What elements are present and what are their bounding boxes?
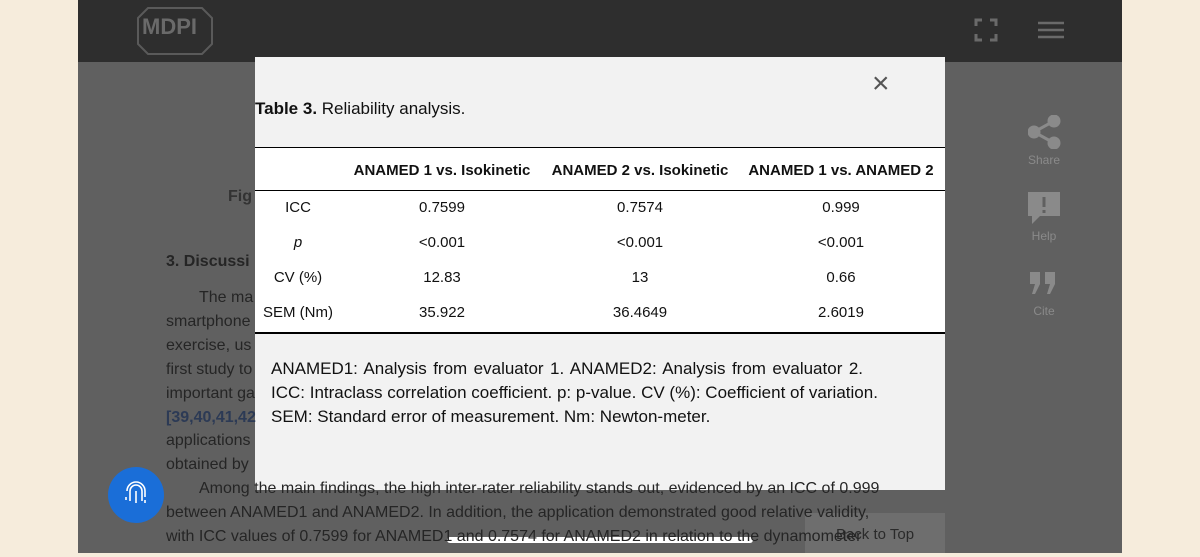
table-cell: 0.66 <box>826 269 856 286</box>
table-cell: <0.001 <box>418 234 466 251</box>
column-header: ANAMED 1 vs. Isokinetic <box>353 162 531 179</box>
caption-text: Reliability analysis. <box>321 99 466 118</box>
article-line: [39,40,41,42 <box>166 409 256 426</box>
fingerprint-glyph <box>125 481 146 503</box>
logo[interactable]: MDPI <box>142 14 197 39</box>
table-cell: 2.6019 <box>818 304 864 321</box>
article-line: first study to <box>166 361 253 378</box>
row-label: p <box>293 234 303 251</box>
table: ANAMED 1 vs. Isokinetic ANAMED 2 vs. Isok… <box>255 147 945 334</box>
article-line: with ICC values of 0.7599 for ANAMED1 an… <box>166 528 862 545</box>
table-cell: 0.7574 <box>617 199 663 216</box>
menu-icon[interactable] <box>1038 20 1064 40</box>
logo-outline <box>137 7 213 55</box>
header-bar: MDPI <box>78 0 1122 62</box>
table-cell: 35.922 <box>419 304 465 321</box>
help-bubble <box>1028 192 1060 224</box>
cite-icon[interactable] <box>1030 272 1058 294</box>
row-label: CV (%) <box>273 269 323 286</box>
share-icon[interactable] <box>1028 115 1062 149</box>
row-label: SEM (Nm) <box>263 304 333 321</box>
table-caption: Table 3. Reliability analysis. <box>255 99 465 119</box>
table-modal: × Table 3. Reliability analysis. ANAMED … <box>255 57 945 490</box>
article-line: obtained by <box>166 456 249 473</box>
article-line: Among the main findings, the high inter-… <box>199 480 880 497</box>
table-cell: <0.001 <box>817 234 865 251</box>
article-line: important ga <box>166 385 255 402</box>
table-footnote: ANAMED1: Analysis from evaluator 1. ANAM… <box>271 359 863 378</box>
close-button[interactable]: × <box>872 67 890 100</box>
figure-caption: Fig <box>228 188 252 205</box>
fullscreen-glyph <box>974 18 998 42</box>
article-line: smartphone <box>166 313 251 330</box>
cite-glyph <box>1030 272 1055 294</box>
article-line: between ANAMED1 and ANAMED2. In addition… <box>166 504 870 521</box>
sidebar-label[interactable]: Cite <box>1033 304 1055 318</box>
article-line: applications <box>166 432 251 449</box>
help-icon[interactable] <box>1028 192 1060 224</box>
table-footnote: ICC: Intraclass correlation coefficient.… <box>271 383 878 402</box>
fullscreen-icon[interactable] <box>974 18 998 42</box>
caption-label: Table 3. <box>255 99 318 118</box>
table-cell: 12.83 <box>423 269 461 286</box>
article-line: exercise, us <box>166 337 252 354</box>
table-cell: 36.4649 <box>612 304 668 321</box>
fingerprint-button[interactable] <box>108 467 164 523</box>
column-header: ANAMED 2 vs. Isokinetic <box>551 162 729 179</box>
header-rule <box>255 190 945 191</box>
row-label: ICC <box>285 199 311 216</box>
table-footnote: SEM: Standard error of measurement. Nm: … <box>271 407 711 426</box>
sidebar-label[interactable]: Help <box>1031 229 1057 243</box>
back-to-top[interactable]: Back to Top <box>805 513 945 553</box>
column-header: ANAMED 1 vs. ANAMED 2 <box>748 162 934 179</box>
section-heading: 3. Discussi <box>166 253 250 270</box>
table-cell: 13 <box>631 269 649 286</box>
article-line: The ma <box>199 289 254 306</box>
table-cell: 0.7599 <box>419 199 465 216</box>
logo-frame <box>137 7 213 55</box>
table-cell: 0.999 <box>822 199 860 216</box>
menu-glyph <box>1038 21 1064 39</box>
table-cell: <0.001 <box>616 234 664 251</box>
home-indicator <box>447 537 753 543</box>
sidebar-label[interactable]: Share <box>1027 153 1061 167</box>
